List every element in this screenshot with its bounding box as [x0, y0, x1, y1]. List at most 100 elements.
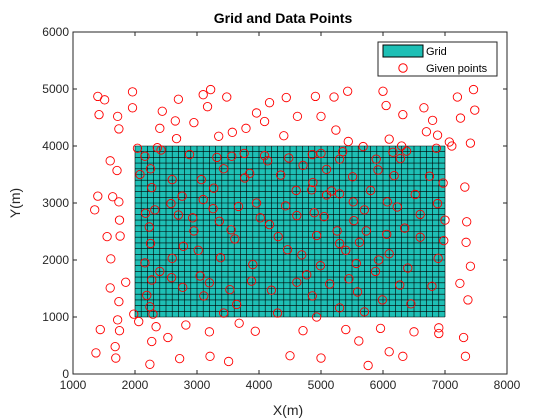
data-point — [284, 153, 294, 163]
data-point — [415, 232, 425, 242]
data-point — [326, 186, 337, 196]
data-point — [147, 182, 157, 193]
data-point — [155, 266, 165, 277]
data-point — [114, 296, 124, 307]
data-point — [384, 134, 394, 144]
data-point — [427, 281, 437, 291]
legend: Grid Given points — [377, 41, 498, 77]
data-point — [111, 353, 121, 363]
data-point — [250, 326, 260, 336]
data-point — [468, 84, 479, 95]
data-point — [127, 87, 138, 97]
data-point — [344, 274, 354, 284]
y-tick-label: 0 — [62, 367, 69, 381]
data-point — [462, 217, 472, 227]
data-point — [248, 259, 258, 270]
data-point — [398, 351, 408, 361]
data-point — [439, 235, 449, 246]
data-point — [140, 258, 150, 268]
data-point — [202, 102, 213, 112]
data-point — [458, 332, 469, 343]
data-point — [375, 323, 386, 334]
given-points — [90, 84, 480, 371]
data-point — [214, 131, 224, 141]
data-point — [177, 191, 187, 201]
data-point — [384, 347, 394, 357]
data-point — [239, 148, 249, 159]
data-point — [354, 237, 365, 247]
data-point — [348, 197, 358, 207]
x-tick-label: 7000 — [432, 378, 459, 392]
x-tick-label: 1000 — [60, 378, 87, 392]
data-point — [419, 103, 429, 113]
x-tick-label: 8000 — [494, 378, 521, 392]
legend-grid-label: Grid — [426, 46, 447, 58]
data-point — [302, 270, 312, 280]
data-point — [359, 307, 370, 317]
data-point — [264, 220, 275, 230]
data-point — [170, 116, 180, 126]
data-point — [142, 290, 152, 300]
data-point — [94, 110, 104, 120]
data-point — [106, 254, 116, 264]
data-point — [291, 185, 301, 196]
data-point — [198, 194, 208, 205]
legend-points-label: Given points — [426, 63, 488, 75]
y-tick-label: 5000 — [42, 82, 69, 96]
data-point — [389, 170, 399, 181]
data-point — [279, 131, 289, 141]
data-point — [463, 295, 473, 305]
data-point — [245, 168, 255, 179]
data-point — [212, 152, 222, 163]
data-point — [465, 138, 476, 148]
data-point — [273, 231, 283, 242]
data-point — [388, 147, 398, 157]
data-point — [338, 147, 348, 157]
data-point — [281, 92, 291, 103]
data-point — [205, 84, 216, 95]
data-point — [292, 277, 302, 287]
data-point — [440, 215, 450, 225]
x-tick-label: 2000 — [122, 378, 149, 392]
data-point — [105, 156, 115, 166]
data-point — [276, 170, 286, 180]
data-point — [196, 174, 206, 185]
x-tick-label: 6000 — [370, 378, 397, 392]
data-point — [334, 303, 345, 313]
data-point — [403, 263, 413, 273]
y-tick-label: 6000 — [42, 25, 69, 39]
data-point — [319, 212, 329, 222]
data-point — [325, 279, 335, 289]
data-point — [307, 185, 317, 195]
data-point — [308, 177, 318, 188]
data-point — [91, 348, 101, 358]
data-point — [155, 123, 165, 133]
data-point — [115, 231, 125, 241]
data-point — [102, 231, 112, 242]
data-point — [455, 113, 466, 123]
data-point — [298, 326, 308, 336]
data-point — [127, 103, 138, 113]
data-point — [343, 86, 353, 96]
data-point — [316, 111, 326, 122]
data-point — [189, 226, 199, 236]
y-axis-label: Y(m) — [7, 188, 23, 218]
data-point — [246, 276, 257, 286]
data-point — [181, 320, 191, 330]
data-point — [188, 213, 198, 223]
data-point — [334, 238, 345, 249]
data-point — [400, 223, 410, 233]
data-point — [114, 197, 124, 207]
data-point — [205, 351, 215, 361]
data-point — [147, 275, 157, 285]
x-tick-label: 4000 — [246, 378, 273, 392]
data-point — [341, 245, 351, 255]
data-point — [406, 299, 416, 309]
data-point — [204, 327, 215, 337]
data-point — [373, 165, 383, 175]
data-point — [401, 146, 412, 156]
data-point — [147, 336, 157, 347]
data-point — [251, 108, 262, 118]
data-point — [173, 210, 184, 220]
data-point — [225, 284, 235, 295]
